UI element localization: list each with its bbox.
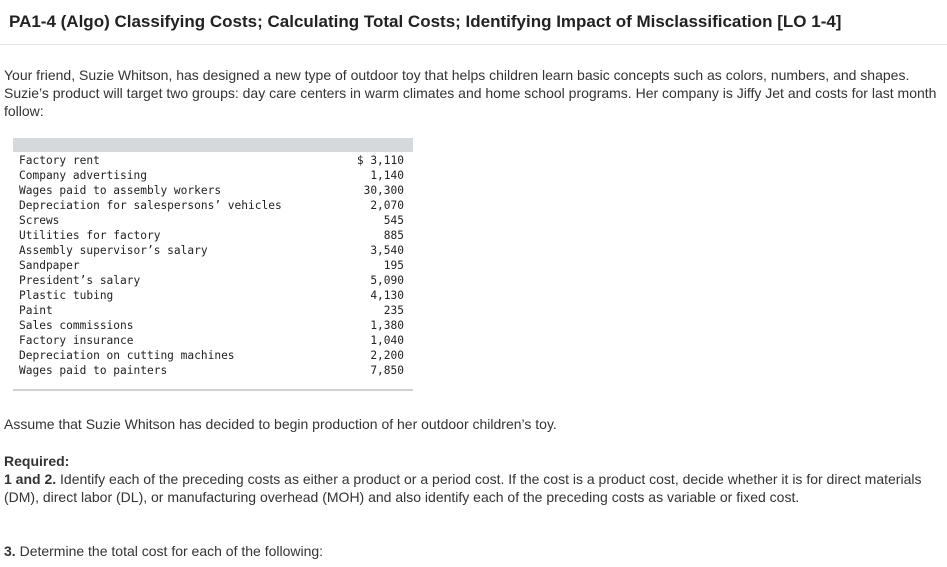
- cost-item-amount: $ 3,110: [356, 154, 404, 167]
- cost-item-amount: 1,040: [370, 334, 404, 347]
- cost-row: Company advertising 1,140: [13, 168, 413, 183]
- intro-paragraph: Your friend, Suzie Whitson, has designed…: [4, 67, 937, 119]
- cost-item-amount: 30,300: [363, 184, 404, 197]
- cost-row: Sandpaper 195: [13, 258, 413, 273]
- cost-item-amount: 7,850: [370, 364, 404, 377]
- cost-item-label: Company advertising: [19, 169, 147, 182]
- cost-row: Factory insurance 1,040: [13, 333, 413, 348]
- cost-item-amount: 195: [383, 259, 404, 272]
- requirement-3-text: Determine the total cost for each of the…: [15, 543, 324, 559]
- cost-table-header: [13, 138, 413, 152]
- cost-row: Depreciation for salespersons’ vehicles 2…: [13, 198, 413, 213]
- cost-item-amount: 885: [383, 229, 404, 242]
- cost-item-label: Paint: [19, 304, 53, 317]
- cost-item-amount: 4,130: [370, 289, 404, 302]
- requirement-1-2: 1 and 2. Identify each of the preceding …: [4, 470, 939, 506]
- cost-item-amount: 1,380: [370, 319, 404, 332]
- cost-item-amount: 1,140: [370, 169, 404, 182]
- cost-item-amount: 5,090: [370, 274, 404, 287]
- cost-row: Sales commissions 1,380: [13, 318, 413, 333]
- cost-item-label: Plastic tubing: [19, 289, 114, 302]
- cost-row: Factory rent $ 3,110: [13, 153, 413, 168]
- cost-row: Assembly supervisor’s salary 3,540: [13, 243, 413, 258]
- cost-item-label: Wages paid to painters: [19, 364, 168, 377]
- cost-item-label: Factory rent: [19, 154, 100, 167]
- cost-item-amount: 2,070: [370, 199, 404, 212]
- cost-item-amount: 2,200: [370, 349, 404, 362]
- required-heading: Required:: [4, 453, 70, 469]
- cost-item-label: Screws: [19, 214, 60, 227]
- cost-row: Depreciation on cutting machines 2,200: [13, 348, 413, 363]
- cost-item-label: Factory insurance: [19, 334, 134, 347]
- assumption-paragraph: Assume that Suzie Whitson has decided to…: [4, 416, 557, 432]
- cost-row: Plastic tubing 4,130: [13, 288, 413, 303]
- cost-item-amount: 3,540: [370, 244, 404, 257]
- cost-item-label: Utilities for factory: [19, 229, 161, 242]
- cost-item-label: Sales commissions: [19, 319, 134, 332]
- cost-table-body: Factory rent $ 3,110 Company advertising 1,…: [13, 153, 413, 378]
- cost-item-label: President’s salary: [19, 274, 141, 287]
- page-title: PA1-4 (Algo) Classifying Costs; Calculat…: [9, 12, 842, 31]
- cost-item-label: Depreciation on cutting machines: [19, 349, 235, 362]
- requirement-1-2-text: Identify each of the preceding costs as …: [4, 471, 922, 505]
- cost-row: Utilities for factory 885: [13, 228, 413, 243]
- cost-item-amount: 235: [383, 304, 404, 317]
- cost-item-label: Sandpaper: [19, 259, 80, 272]
- cost-row: Wages paid to assembly workers 30,300: [13, 183, 413, 198]
- cost-item-label: Depreciation for salespersons’ vehicles: [19, 199, 282, 212]
- cost-item-label: Assembly supervisor’s salary: [19, 244, 208, 257]
- requirement-1-2-label: 1 and 2.: [4, 471, 57, 487]
- cost-row: President’s salary 5,090: [13, 273, 413, 288]
- cost-row: Paint 235: [13, 303, 413, 318]
- cost-item-amount: 545: [383, 214, 404, 227]
- title-divider: [0, 44, 947, 45]
- requirement-3: 3. Determine the total cost for each of …: [4, 542, 939, 560]
- cost-row: Screws 545: [13, 213, 413, 228]
- requirement-3-label: 3.: [4, 543, 16, 559]
- cost-row: Wages paid to painters 7,850: [13, 363, 413, 378]
- cost-item-label: Wages paid to assembly workers: [19, 184, 222, 197]
- cost-table: Factory rent $ 3,110 Company advertising 1,…: [13, 138, 413, 391]
